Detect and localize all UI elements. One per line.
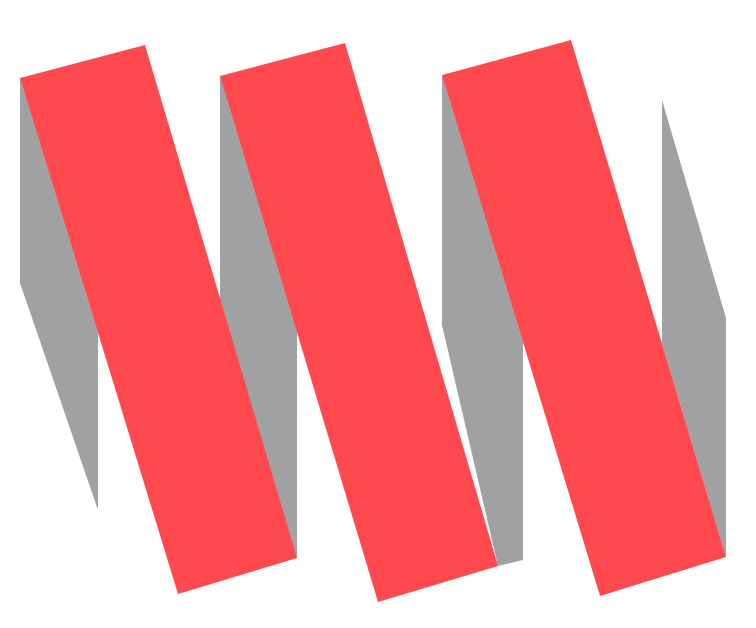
shadow-fold-3 bbox=[442, 75, 523, 566]
red-band-2 bbox=[220, 43, 498, 602]
shadow-fold-1 bbox=[20, 78, 98, 510]
red-band-3 bbox=[442, 40, 726, 596]
shadow-fold-4 bbox=[662, 100, 726, 557]
shadow-fold-2 bbox=[220, 76, 297, 558]
red-band-1 bbox=[20, 45, 297, 594]
